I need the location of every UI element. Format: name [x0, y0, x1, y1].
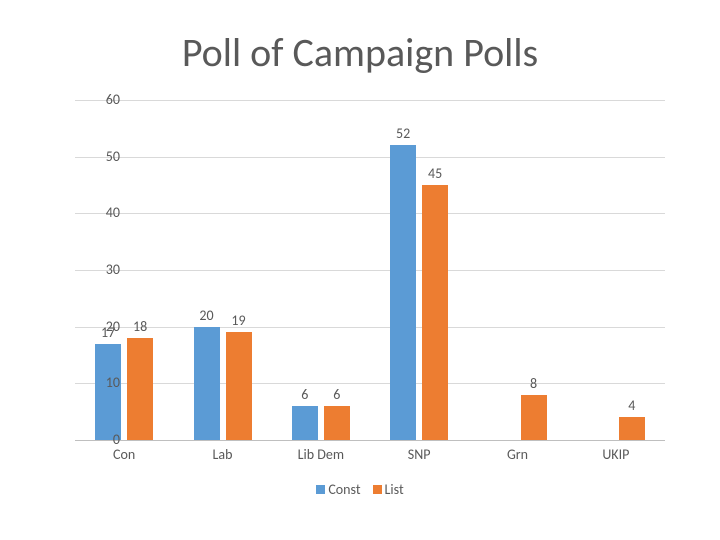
- legend-swatch: [373, 485, 382, 494]
- gridline: [75, 270, 665, 271]
- chart-plot-area: 1718201966524584: [75, 100, 665, 440]
- bar: [390, 145, 416, 440]
- data-label: 6: [290, 386, 320, 403]
- y-tick-label: 40: [80, 204, 120, 221]
- legend-label: Const: [328, 481, 360, 498]
- gridline: [75, 157, 665, 158]
- bar: [422, 185, 448, 440]
- bar: [324, 406, 350, 440]
- category-label: SNP: [379, 446, 459, 463]
- data-label: 19: [224, 312, 254, 329]
- data-label: 4: [617, 397, 647, 414]
- category-label: Con: [84, 446, 164, 463]
- legend-item: List: [373, 480, 404, 498]
- gridline: [75, 383, 665, 384]
- bar: [521, 395, 547, 440]
- legend-item: Const: [316, 480, 360, 498]
- category-label: UKIP: [576, 446, 656, 463]
- legend-swatch: [316, 485, 325, 494]
- y-tick-label: 60: [80, 91, 120, 108]
- bar: [194, 327, 220, 440]
- y-tick-label: 30: [80, 261, 120, 278]
- data-label: 6: [322, 386, 352, 403]
- data-label: 8: [519, 375, 549, 392]
- chart-title: Poll of Campaign Polls: [0, 28, 720, 77]
- data-label: 20: [192, 307, 222, 324]
- y-tick-label: 50: [80, 148, 120, 165]
- gridline: [75, 213, 665, 214]
- category-label: Grn: [478, 446, 558, 463]
- gridline: [75, 100, 665, 101]
- x-axis-line: [75, 440, 665, 441]
- category-label: Lab: [183, 446, 263, 463]
- bar: [226, 332, 252, 440]
- legend-label: List: [385, 481, 404, 498]
- data-label: 45: [420, 165, 450, 182]
- category-label: Lib Dem: [281, 446, 361, 463]
- y-tick-label: 10: [80, 374, 120, 391]
- bar: [292, 406, 318, 440]
- slide: Poll of Campaign Polls 1718201966524584 …: [0, 0, 720, 540]
- y-tick-label: 20: [80, 318, 120, 335]
- chart-legend: Const List: [0, 480, 720, 498]
- bar: [95, 344, 121, 440]
- bar: [127, 338, 153, 440]
- data-label: 52: [388, 125, 418, 142]
- bar: [619, 417, 645, 440]
- data-label: 18: [125, 318, 155, 335]
- gridline: [75, 327, 665, 328]
